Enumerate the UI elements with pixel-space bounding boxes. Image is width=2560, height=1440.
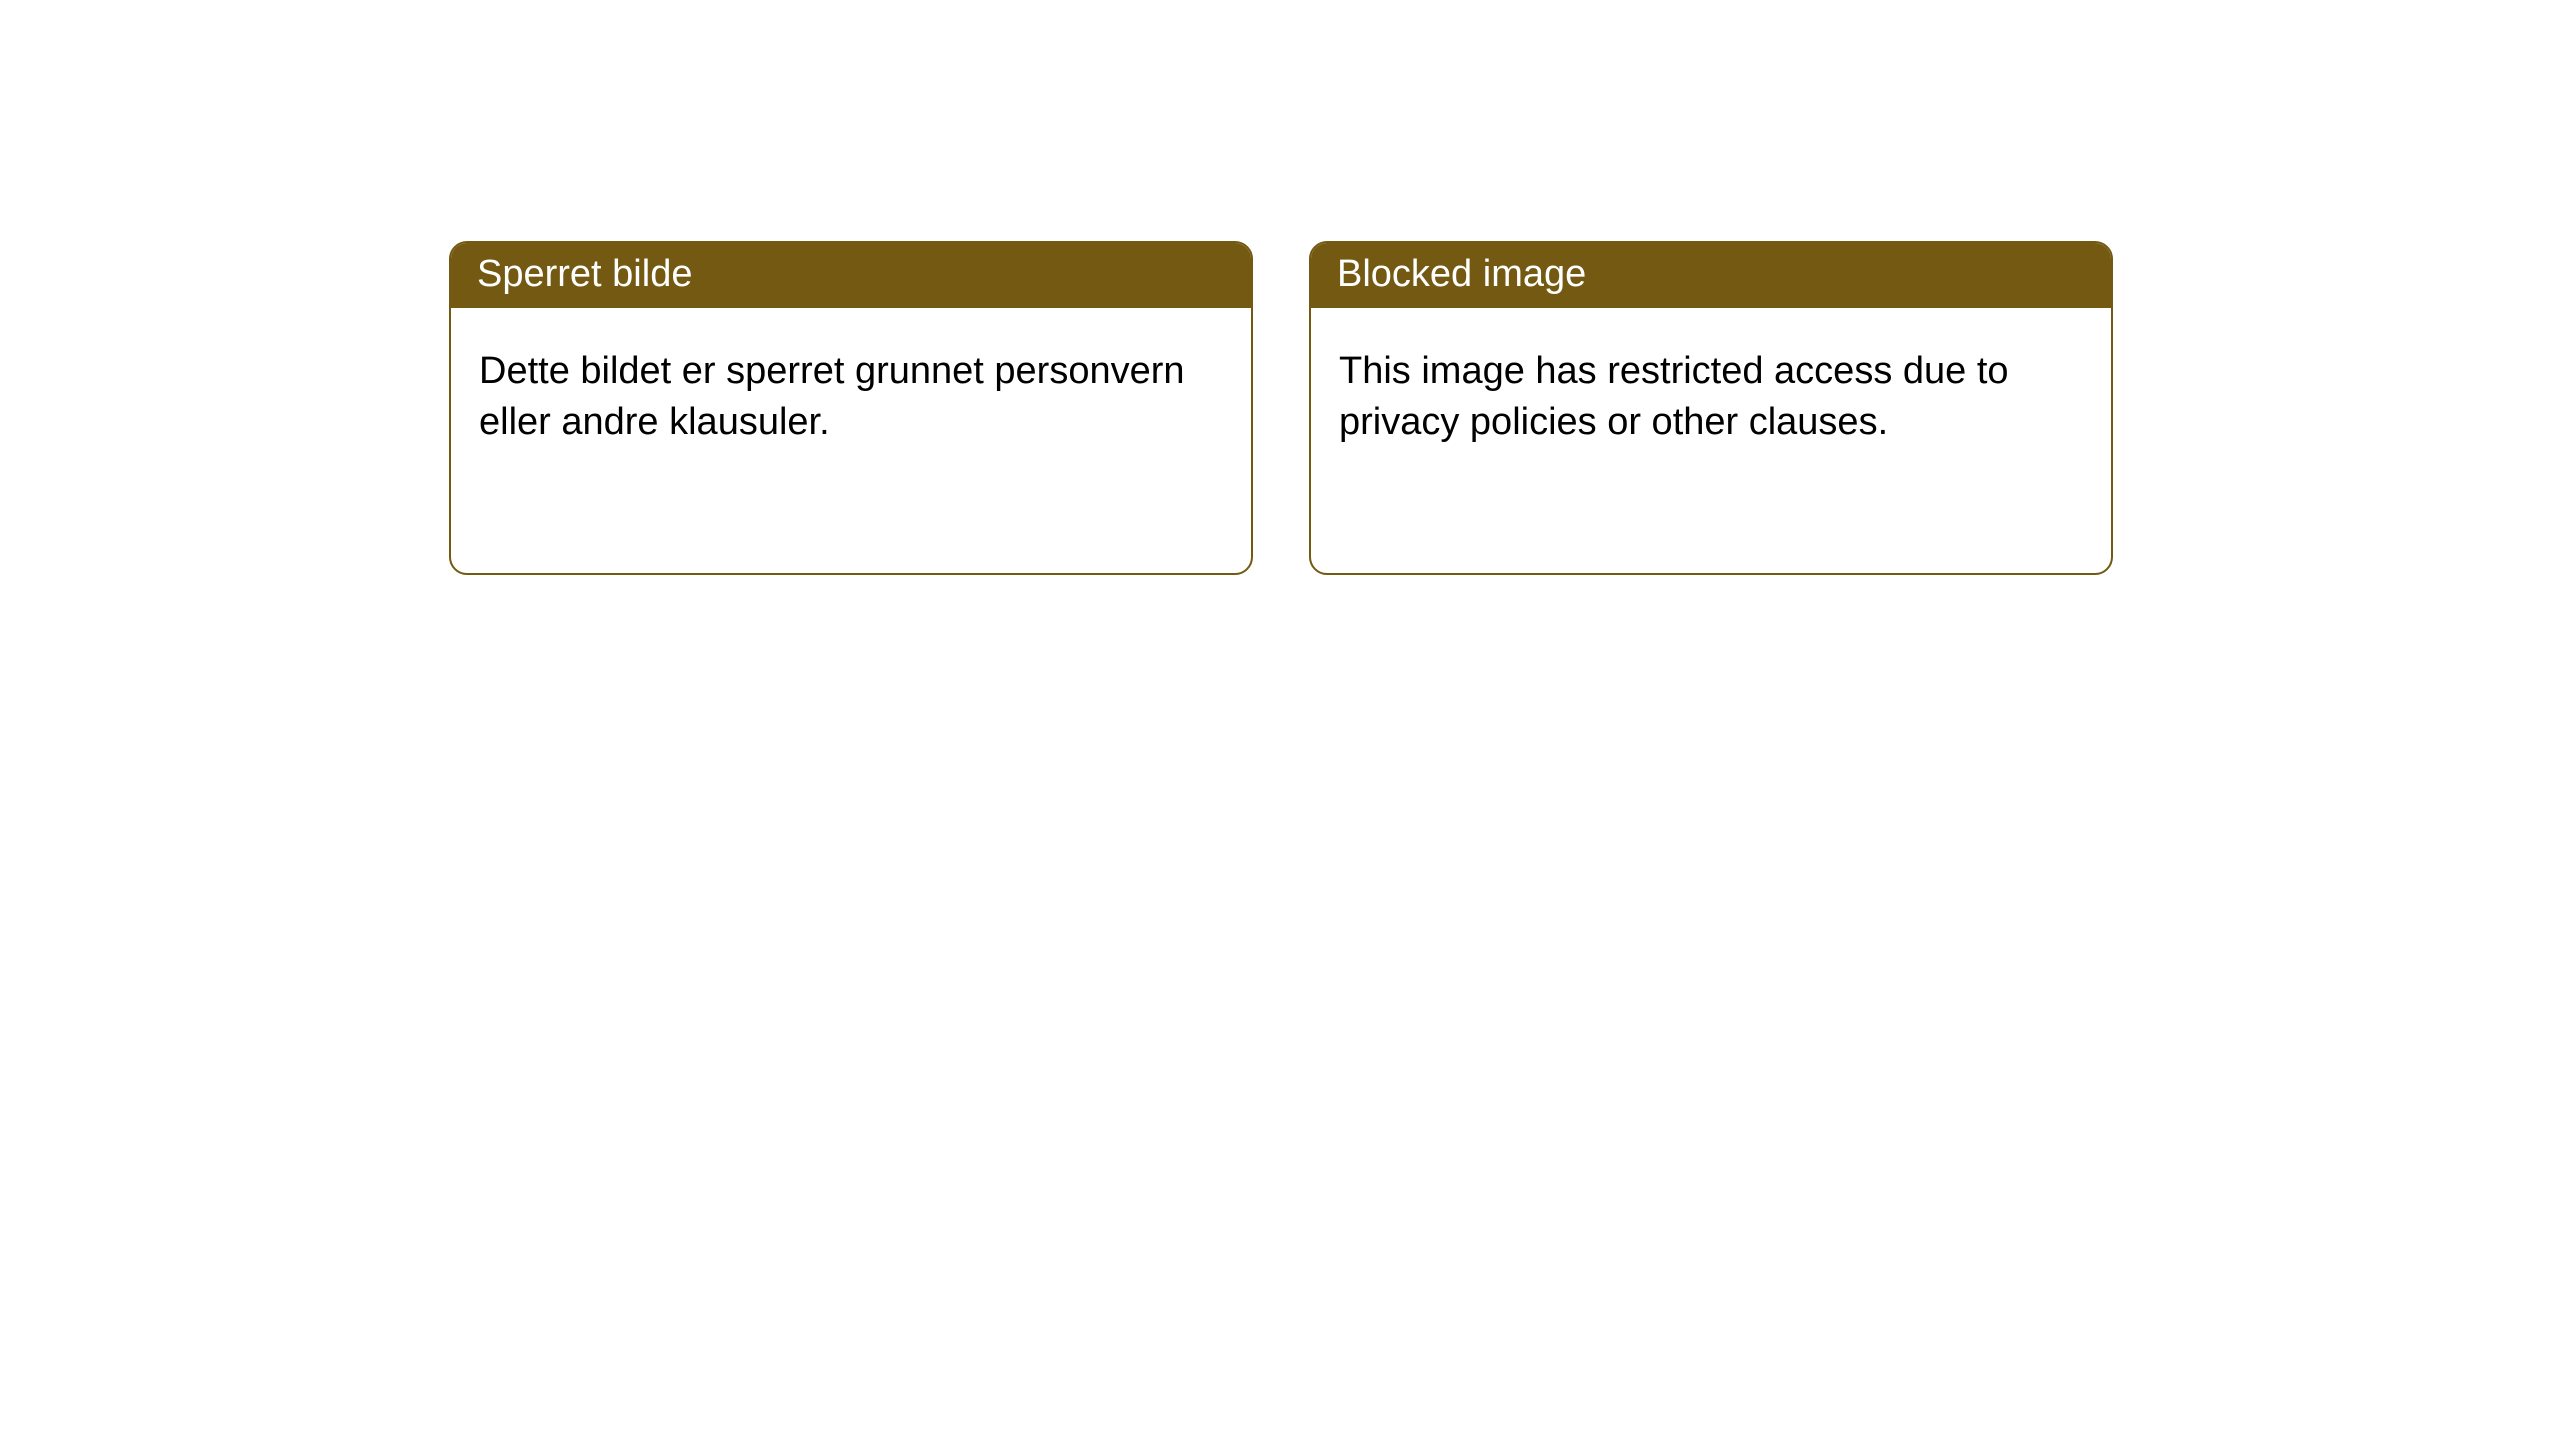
notice-card-title: Blocked image	[1311, 243, 2111, 308]
notice-card-en: Blocked image This image has restricted …	[1309, 241, 2113, 575]
notice-card-body: This image has restricted access due to …	[1311, 308, 2111, 477]
notice-card-no: Sperret bilde Dette bildet er sperret gr…	[449, 241, 1253, 575]
notice-container: Sperret bilde Dette bildet er sperret gr…	[0, 0, 2560, 575]
notice-card-body: Dette bildet er sperret grunnet personve…	[451, 308, 1251, 477]
notice-card-title: Sperret bilde	[451, 243, 1251, 308]
